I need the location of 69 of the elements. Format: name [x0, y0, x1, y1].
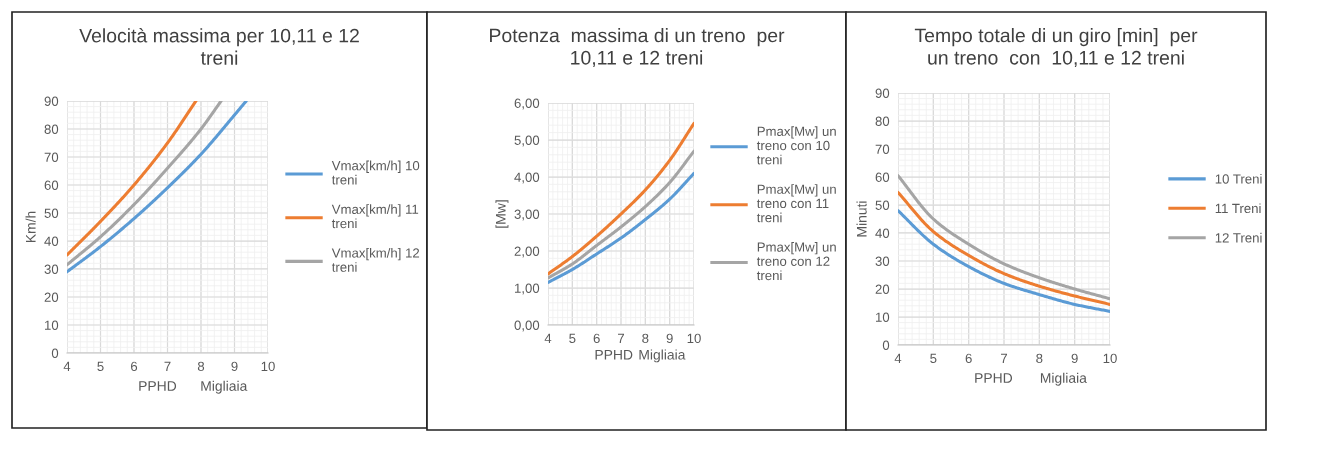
text: Migliaia — [639, 349, 686, 363]
y-axis-title: [Mw] — [495, 200, 509, 228]
x-tick-label: 10 — [687, 333, 701, 344]
x-axis-title: PPHD — [975, 373, 1013, 383]
chart-title: Velocità massima per 10,11 e 12 treni — [79, 28, 359, 65]
legend-label: Pmax[Mw] un treno con 12 treni — [756, 242, 836, 281]
x-tick-label: 6 — [965, 353, 972, 364]
x-tick-label: 5 — [569, 333, 576, 344]
y-tick-label: 20 — [44, 292, 59, 302]
y-axis-title: Minuti — [856, 201, 867, 237]
legend-label: Vmax[km/h] 12 treni — [331, 247, 420, 272]
y-tick-label: 70 — [44, 152, 59, 162]
legend-label: Vmax[km/h] 10 treni — [331, 160, 420, 185]
legend-label: Pmax[Mw] un treno con 11 treni — [756, 184, 836, 223]
x-tick-label: 6 — [593, 333, 600, 344]
x-tick-label: 4 — [894, 353, 902, 363]
chart-title: Tempo totale di un giro [min] per un treno con 10,11 e 12 treni — [914, 28, 1198, 67]
y-axis-title: Km/h — [25, 211, 36, 243]
y-tick-label: 90 — [875, 88, 890, 98]
x-tick-label: 5 — [97, 361, 104, 372]
y-tick-label: 30 — [875, 256, 890, 266]
y-tick-label: 0 — [882, 340, 890, 350]
legend-label: 12 Treni — [1215, 232, 1262, 243]
x-tick-label: 9 — [231, 361, 238, 372]
y-tick-label: 40 — [875, 228, 890, 238]
x-tick-label: 8 — [642, 333, 649, 344]
y-tick-label: 10 — [45, 320, 59, 330]
x-tick-label: 4 — [63, 361, 71, 371]
y-tick-label: 60 — [875, 172, 890, 182]
y-tick-label: 10 — [876, 312, 890, 322]
y-tick-label: 80 — [44, 124, 59, 134]
x-tick-label: 6 — [131, 361, 138, 372]
x-tick-label: 7 — [1001, 353, 1008, 363]
x-axis-title: PPHD — [139, 381, 177, 391]
text: Migliaia — [201, 380, 248, 394]
y-tick-label: 2,00 — [514, 246, 540, 258]
y-tick-label: 0 — [51, 348, 59, 358]
legend-label: 10 Treni — [1215, 173, 1262, 184]
chart-title: Potenza massima di un treno per 10,11 e 12 treni — [490, 28, 785, 67]
x-tick-label: 9 — [1071, 353, 1078, 364]
y-tick-label: 3,00 — [514, 209, 540, 221]
y-tick-label: 70 — [875, 144, 890, 154]
x-tick-label: 8 — [1036, 353, 1043, 364]
y-tick-label: 1,00 — [515, 283, 540, 295]
x-tick-label: 9 — [666, 333, 673, 344]
legend-label: Vmax[km/h] 11 treni — [331, 204, 419, 229]
y-tick-label: 50 — [44, 208, 59, 218]
x-tick-label: 4 — [544, 333, 552, 343]
x-tick-label: 7 — [164, 361, 171, 371]
y-tick-label: 30 — [44, 264, 59, 274]
y-tick-label: 80 — [875, 116, 890, 126]
y-tick-label: 0,00 — [514, 320, 540, 332]
y-tick-label: 90 — [44, 96, 59, 106]
legend-label: Pmax[Mw] un treno con 10 treni — [756, 126, 836, 165]
y-tick-label: 6,00 — [514, 98, 540, 110]
x-axis-title: PPHD — [595, 349, 633, 360]
x-tick-label: 8 — [197, 361, 205, 372]
y-tick-label: 20 — [875, 284, 890, 294]
x-tick-label: 10 — [261, 361, 275, 372]
y-tick-label: 60 — [44, 180, 59, 190]
y-tick-label: 50 — [875, 200, 890, 210]
text: Migliaia — [1040, 372, 1087, 386]
y-tick-label: 40 — [44, 236, 59, 246]
y-tick-label: 4,00 — [514, 172, 540, 184]
x-tick-label: 5 — [930, 353, 937, 364]
y-tick-label: 5,00 — [514, 135, 540, 147]
x-tick-label: 7 — [618, 333, 625, 343]
legend-label: 11 Treni — [1215, 203, 1261, 214]
x-tick-label: 10 — [1103, 353, 1117, 364]
